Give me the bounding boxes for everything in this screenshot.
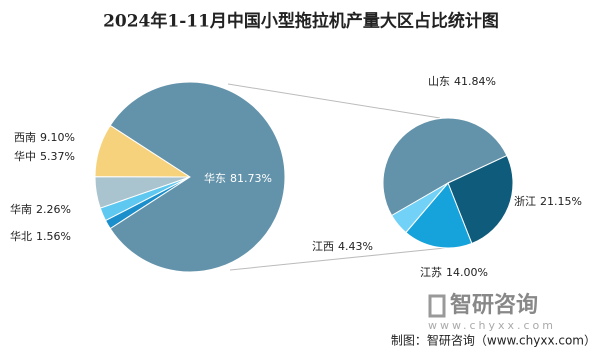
sub-pie-slice — [447, 154, 514, 245]
label-value: 21.15% — [540, 195, 582, 208]
label-value: 4.43% — [338, 240, 373, 253]
watermark-name: 智研咨询 — [450, 292, 538, 318]
label-value: 5.37% — [40, 150, 75, 163]
label-category: 浙江 — [514, 195, 536, 208]
data-label: 华中 5.37% — [14, 149, 75, 163]
label-category: 西南 — [14, 131, 36, 144]
data-label: 华北 1.56% — [10, 229, 71, 243]
data-label: 江西 4.43% — [312, 240, 373, 253]
label-value: 2.26% — [36, 203, 71, 216]
label-category: 华东 — [204, 171, 226, 185]
label-value: 14.00% — [446, 266, 488, 279]
sub-pie-slice — [405, 182, 473, 249]
label-category: 华中 — [14, 149, 36, 163]
chart-title: 2024年1-11月中国小型拖拉机产量大区占比统计图 — [103, 11, 499, 32]
watermark-icon — [428, 294, 446, 318]
watermark-url: www.chyxx.com — [428, 319, 556, 332]
label-category: 江西 — [312, 240, 334, 253]
label-value: 1.56% — [36, 230, 71, 243]
data-label: 山东 41.84% — [428, 75, 496, 88]
data-label: 江苏 14.00% — [420, 266, 488, 279]
data-label: 华东 81.73% — [204, 171, 272, 185]
label-value: 81.73% — [230, 172, 272, 185]
data-label: 浙江 21.15% — [514, 195, 582, 208]
label-category: 华北 — [10, 229, 32, 243]
pie-slice — [109, 81, 286, 273]
data-label: 华南 2.26% — [10, 202, 71, 216]
label-category: 山东 — [428, 75, 450, 88]
sub-pie-slice — [382, 117, 508, 217]
label-category: 华南 — [10, 202, 32, 216]
label-value: 9.10% — [40, 131, 75, 144]
footer: 制图：智研咨询（www.chyxx.com） — [391, 333, 596, 348]
label-value: 41.84% — [454, 75, 496, 88]
label-category: 江苏 — [420, 266, 442, 279]
connector-line — [229, 247, 446, 271]
connector-line — [227, 83, 441, 119]
watermark: 智研咨询 www.chyxx.com — [428, 292, 556, 332]
sub-pie-slice — [391, 182, 449, 234]
data-label: 西南 9.10% — [14, 131, 75, 144]
